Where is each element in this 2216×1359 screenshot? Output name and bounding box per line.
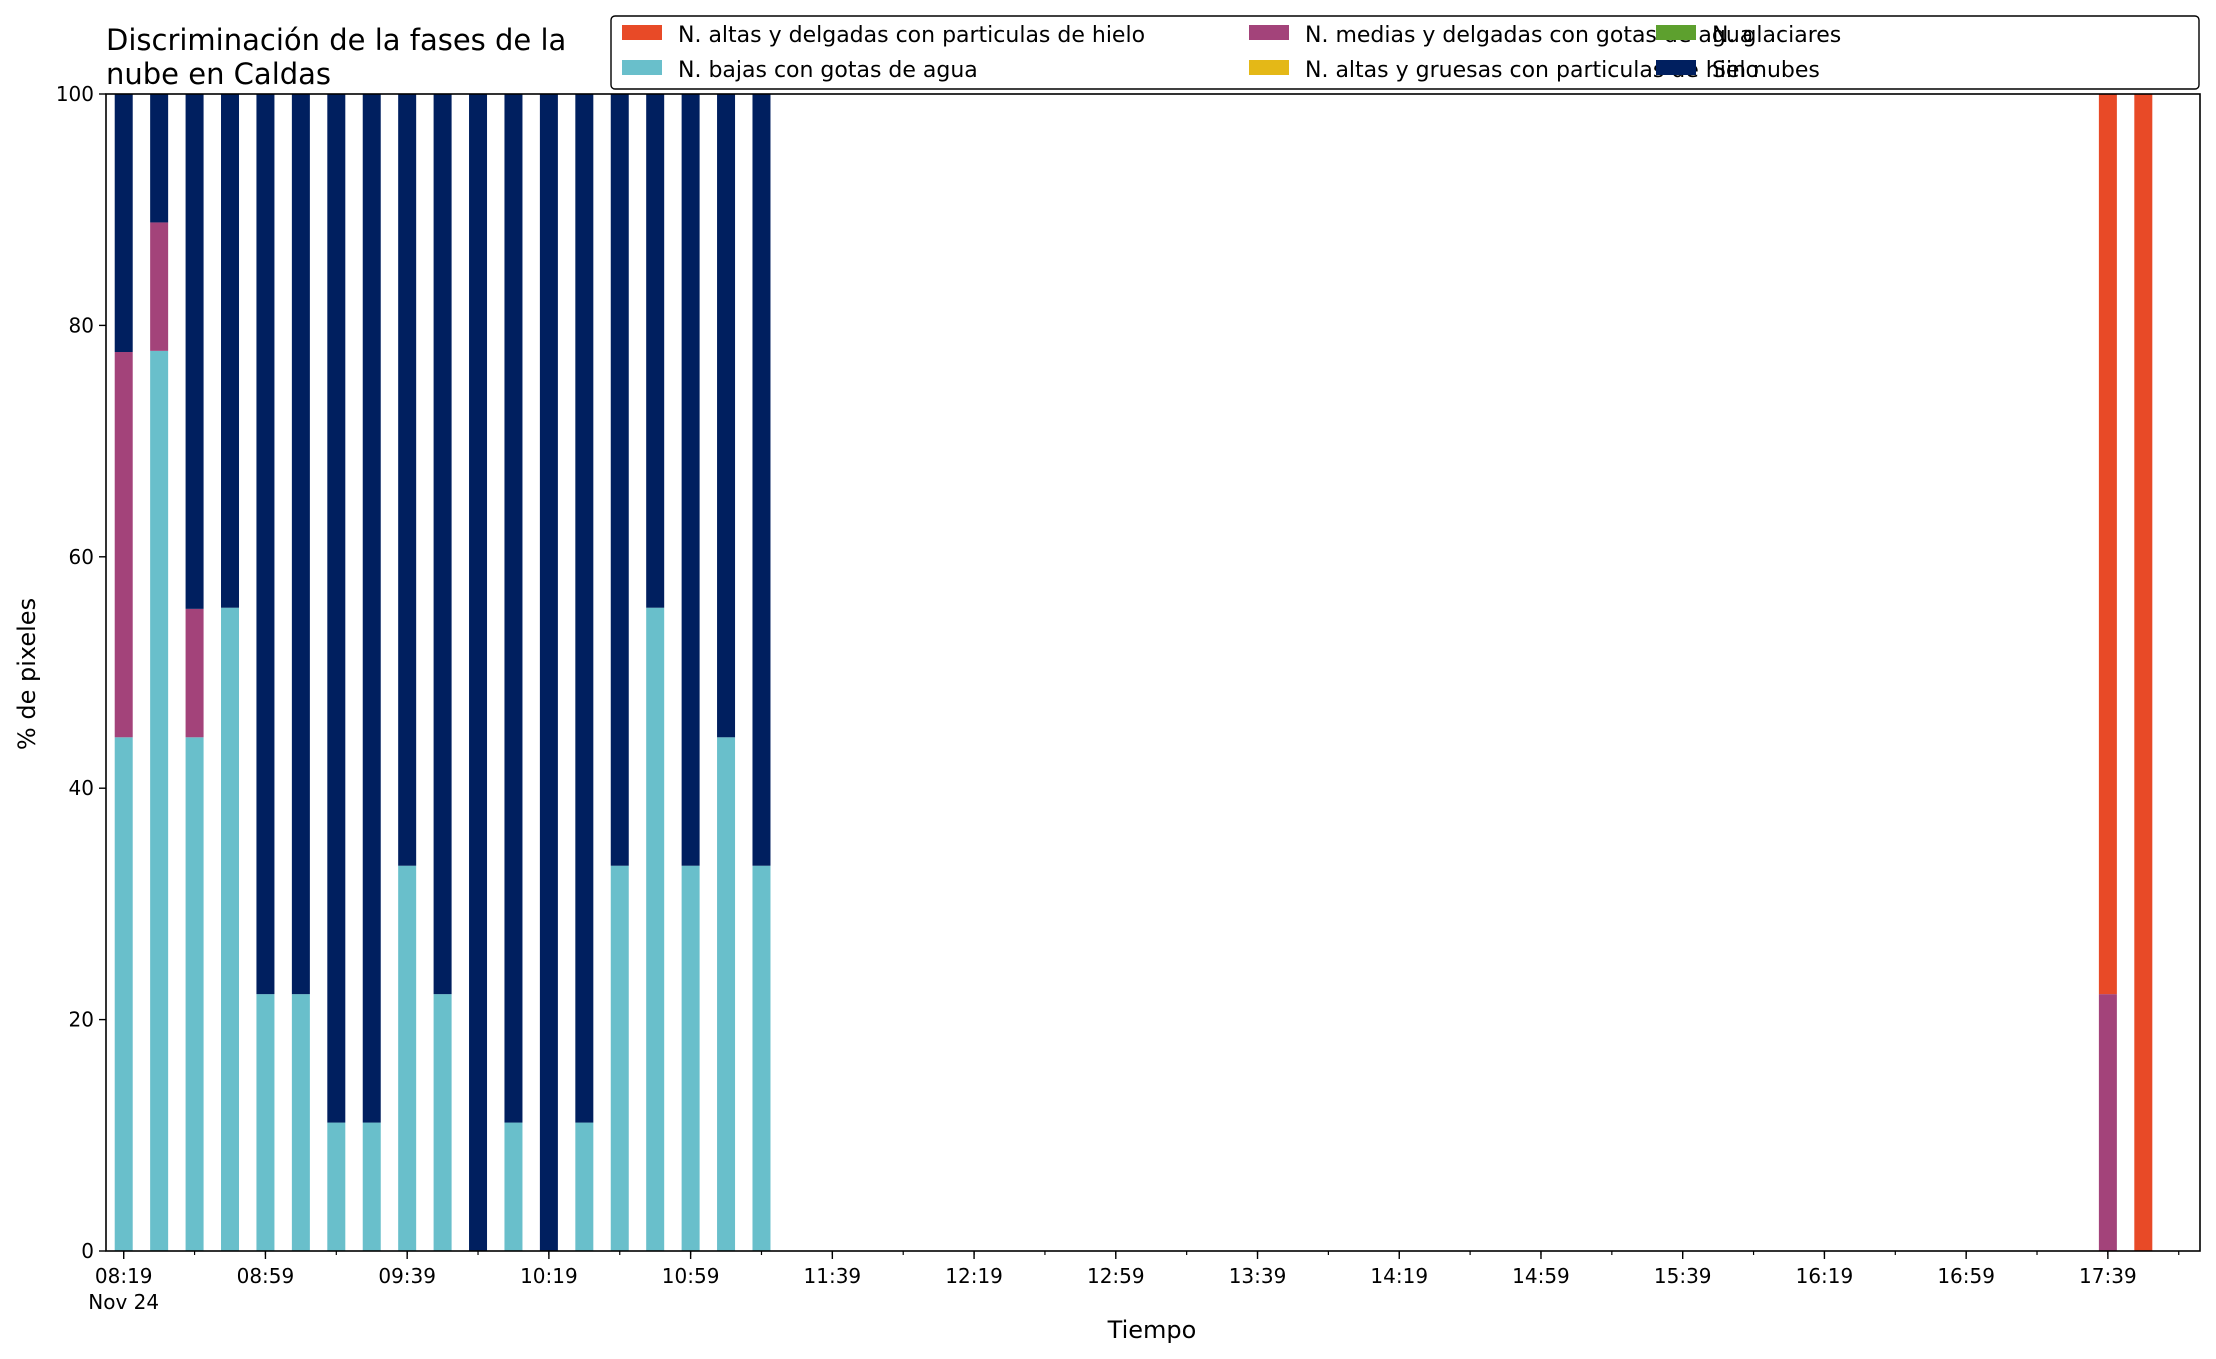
bar-segment [185, 608, 204, 738]
bar-segment [752, 865, 771, 1251]
legend-label: N. glaciares [1712, 23, 1841, 48]
x-tick-label: 12:19 [945, 1264, 1003, 1288]
bar-segment [150, 222, 169, 351]
x-date-label: Nov 24 [88, 1290, 159, 1314]
legend: N. altas y delgadas con particulas de hi… [610, 15, 2200, 90]
chart-title-line-1: Discriminación de la fases de la [106, 23, 566, 57]
y-tick-label: 60 [69, 545, 94, 569]
x-tick-label: 10:59 [662, 1264, 720, 1288]
bar-segment [752, 94, 771, 866]
bar-segment [433, 94, 452, 995]
legend-swatch [1249, 60, 1289, 75]
bar-segment [610, 94, 629, 866]
bar-segment [291, 94, 310, 995]
legend-swatch [1656, 60, 1696, 75]
legend-label: Sin nubes [1712, 58, 1820, 83]
bar-segment [433, 994, 452, 1251]
x-tick-label: 10:19 [520, 1264, 578, 1288]
bar-segment [646, 94, 665, 608]
x-tick-label: 14:19 [1370, 1264, 1428, 1288]
y-tick-label: 40 [69, 776, 94, 800]
legend-swatch [1656, 25, 1696, 40]
x-tick-label: 15:39 [1654, 1264, 1712, 1288]
bar-segment [575, 1122, 594, 1251]
x-tick-label: 14:59 [1512, 1264, 1570, 1288]
bar-segment [681, 865, 700, 1251]
plot-frame [105, 93, 2201, 1252]
x-tick-label: 08:19 [95, 1264, 153, 1288]
bar-segment [504, 94, 523, 1123]
bar-segment [114, 352, 133, 738]
bar-segment [2134, 94, 2153, 1251]
y-axis-label: % de pixeles [13, 598, 41, 750]
bar-segment [185, 737, 204, 1251]
bar-segment [291, 994, 310, 1251]
x-tick-label: 09:39 [378, 1264, 436, 1288]
bar-segment [469, 94, 488, 1251]
y-tick-label: 100 [56, 82, 94, 106]
y-tick-label: 0 [81, 1239, 94, 1263]
bar-segment [114, 94, 133, 353]
x-tick-label: 17:39 [2079, 1264, 2137, 1288]
legend-swatch [1249, 25, 1289, 40]
bar-segment [327, 94, 346, 1123]
bar-segment [504, 1122, 523, 1251]
bars-layer [114, 94, 2153, 1251]
bar-segment [398, 865, 417, 1251]
bar-segment [327, 1122, 346, 1251]
bar-segment [150, 350, 169, 1251]
bar-segment [256, 94, 275, 995]
bar-segment [221, 607, 240, 1251]
bar-segment [717, 94, 736, 738]
bar-segment [362, 1122, 381, 1251]
x-tick-label: 11:39 [804, 1264, 862, 1288]
legend-label: N. altas y delgadas con particulas de hi… [678, 23, 1145, 48]
bar-segment [221, 94, 240, 608]
chart-title-line-2: nube en Caldas [106, 57, 331, 91]
x-tick-label: 12:59 [1087, 1264, 1145, 1288]
bar-segment [610, 865, 629, 1251]
legend-swatch [622, 60, 662, 75]
bar-segment [2098, 994, 2117, 1251]
bar-segment [717, 737, 736, 1251]
x-tick-label: 08:59 [237, 1264, 295, 1288]
legend-label: N. bajas con gotas de agua [678, 58, 978, 83]
bar-segment [575, 94, 594, 1123]
bar-segment [681, 94, 700, 866]
bar-segment [185, 94, 204, 609]
bar-segment [256, 994, 275, 1251]
y-tick-label: 80 [69, 313, 94, 337]
bar-segment [114, 737, 133, 1251]
y-tick-label: 20 [69, 1008, 94, 1032]
bar-segment [362, 94, 381, 1123]
x-tick-label: 13:39 [1229, 1264, 1287, 1288]
bar-segment [150, 94, 169, 223]
legend-swatch [622, 25, 662, 40]
x-tick-label: 16:59 [1937, 1264, 1995, 1288]
bar-segment [2098, 94, 2117, 995]
bar-segment [398, 94, 417, 866]
bar-segment [646, 607, 665, 1251]
bar-segment [539, 94, 558, 1251]
x-axis-label: Tiempo [1107, 1316, 1197, 1344]
legend-frame [610, 15, 2200, 90]
x-tick-label: 16:19 [1796, 1264, 1854, 1288]
